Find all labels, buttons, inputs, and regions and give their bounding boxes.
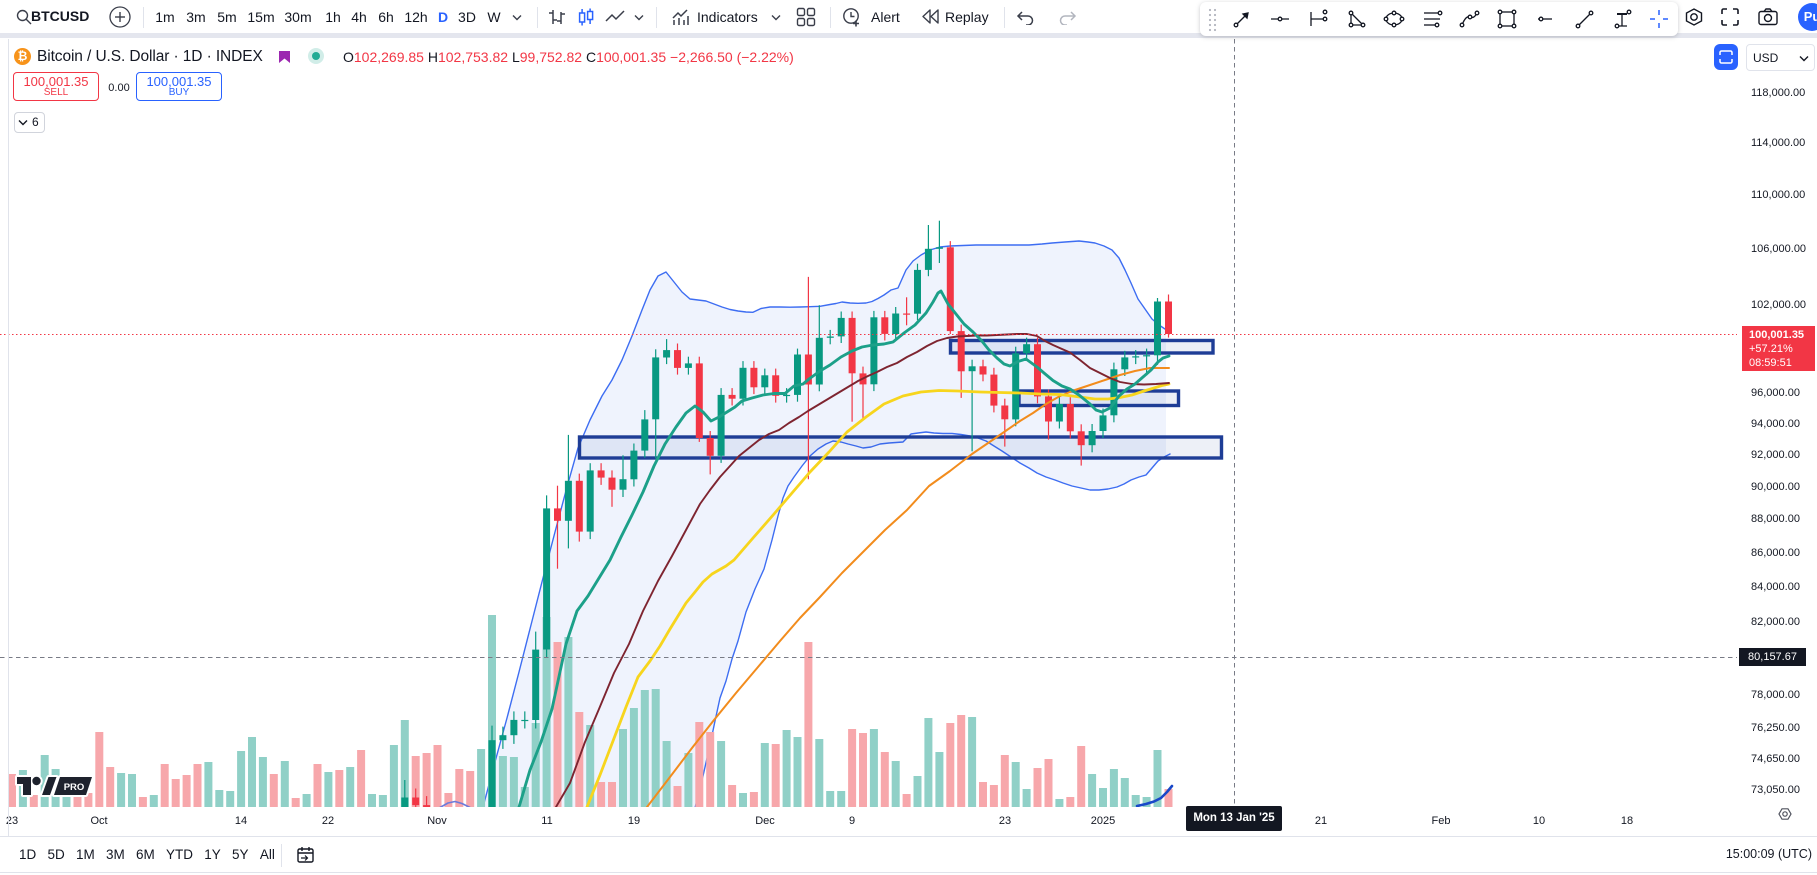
svg-text:PRO: PRO xyxy=(64,782,85,793)
